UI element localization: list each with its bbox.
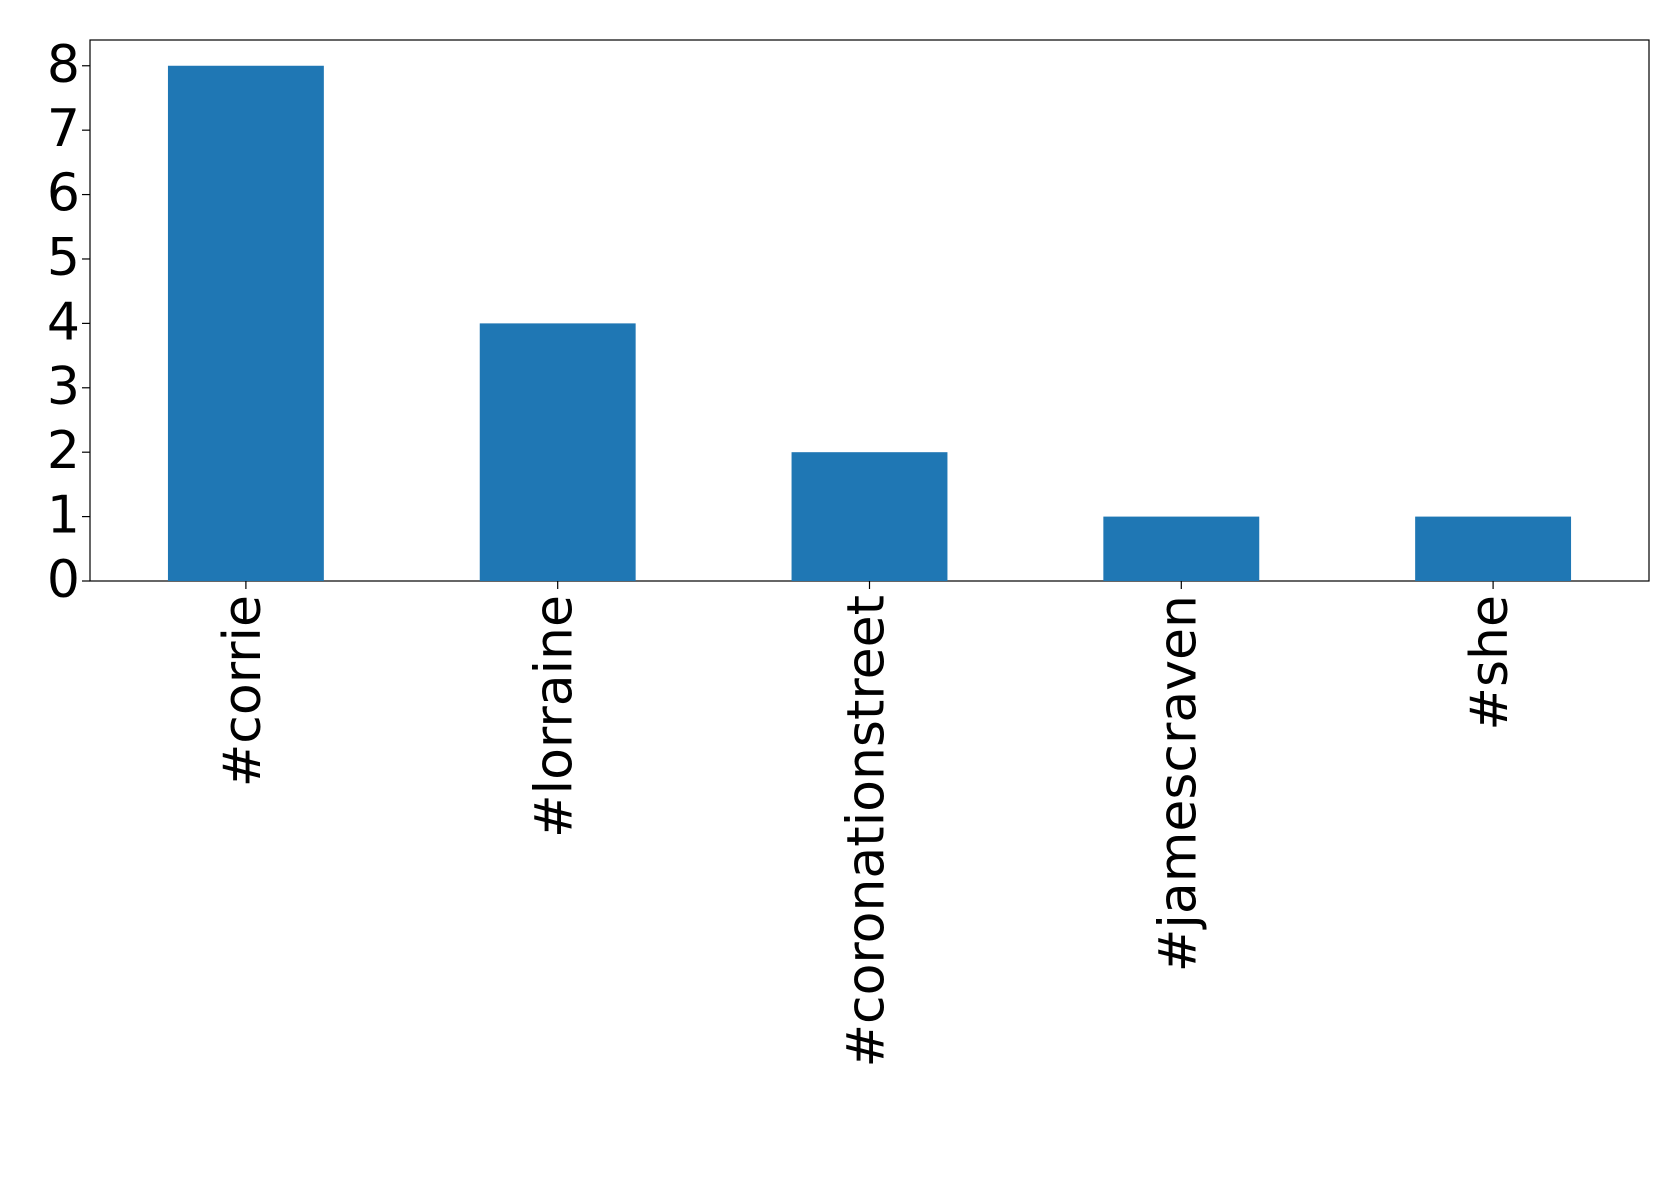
x-tick-label: #she <box>1460 595 1520 731</box>
x-tick-label: #corrie <box>213 595 273 787</box>
bar <box>479 323 636 581</box>
y-tick-label: 7 <box>47 99 80 159</box>
y-tick-label: 2 <box>47 421 80 481</box>
bar <box>167 65 324 581</box>
y-tick-label: 0 <box>47 550 80 610</box>
x-tick-label: #coronationstreet <box>837 595 897 1068</box>
bar <box>1103 516 1260 581</box>
y-tick-label: 6 <box>47 164 80 224</box>
bar <box>1415 516 1572 581</box>
x-tick-label: #jamescraven <box>1148 595 1208 972</box>
y-tick-label: 8 <box>47 35 80 95</box>
y-tick-label: 1 <box>47 486 80 546</box>
y-tick-label: 4 <box>47 292 80 352</box>
y-tick-label: 3 <box>47 357 80 417</box>
x-tick-label: #lorraine <box>525 595 585 838</box>
y-tick-label: 5 <box>47 228 80 288</box>
bar <box>791 452 948 581</box>
